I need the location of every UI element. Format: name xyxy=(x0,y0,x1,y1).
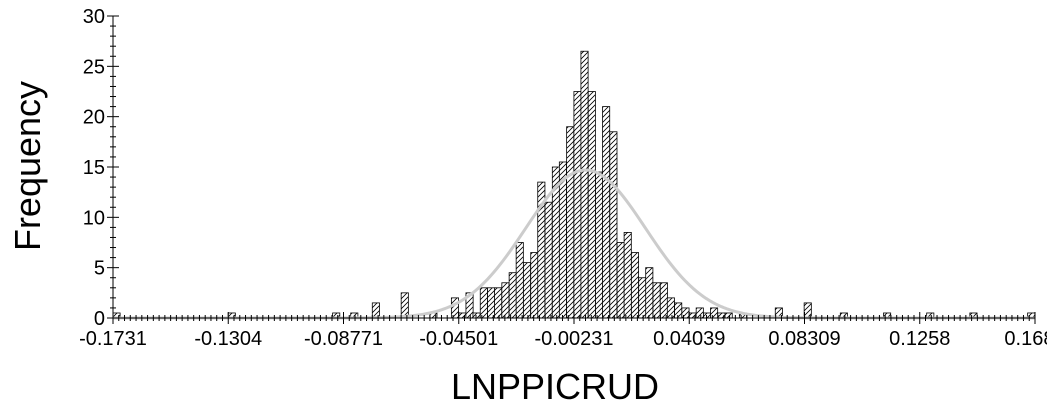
histogram-bar xyxy=(566,126,575,319)
histogram-bar xyxy=(479,287,488,319)
histogram-bar xyxy=(659,282,668,319)
histogram-bar xyxy=(501,282,510,319)
histogram-bar xyxy=(544,201,553,319)
histogram-bar xyxy=(580,50,589,319)
histogram-bar xyxy=(710,307,719,319)
histogram-bar xyxy=(508,272,517,319)
histogram-bar xyxy=(573,91,582,319)
y-tick-label: 5 xyxy=(94,258,105,280)
y-tick-label: 0 xyxy=(94,308,105,330)
histogram-bar xyxy=(645,267,654,319)
histogram-bar xyxy=(652,282,661,319)
x-tick-label: -0.1304 xyxy=(194,328,262,350)
x-tick-label: 0.08309 xyxy=(768,328,840,350)
histogram-bar xyxy=(494,287,503,319)
y-tick-label: 30 xyxy=(83,6,105,28)
x-tick-label: -0.08771 xyxy=(304,328,383,350)
histogram-bar xyxy=(703,312,712,319)
x-tick-label: -0.00231 xyxy=(534,328,613,350)
histogram-bar xyxy=(450,297,459,319)
x-tick-label: 0.04039 xyxy=(653,328,725,350)
histogram-bar xyxy=(400,292,409,319)
x-tick-label: 0.1258 xyxy=(889,328,950,350)
histogram-bar xyxy=(530,252,539,319)
histogram-bars xyxy=(112,50,1036,319)
histogram-bar xyxy=(487,287,496,319)
x-tick-label: -0.04501 xyxy=(419,328,498,350)
histogram-bar xyxy=(558,161,567,319)
histogram-bar xyxy=(587,91,596,319)
histogram-bar xyxy=(523,262,532,319)
y-axis-title: Frequency xyxy=(7,81,48,251)
x-axis-title: LNPPICRUD xyxy=(451,366,659,407)
y-tick-label: 15 xyxy=(83,157,105,179)
histogram-bar xyxy=(595,171,604,319)
histogram-bar xyxy=(616,242,625,319)
histogram-bar xyxy=(609,131,618,319)
axes: 0 5 10 15 20 25 30 -0.1731 -0.1304 -0.08771 -0.045… xyxy=(79,6,1047,350)
histogram-bar xyxy=(631,252,640,319)
histogram-bar xyxy=(681,307,690,319)
histogram-bar xyxy=(724,312,733,319)
histogram-bar xyxy=(695,307,704,319)
y-tick-label: 25 xyxy=(83,56,105,78)
histogram-bar xyxy=(666,297,675,319)
x-tick-label: 0.1685 xyxy=(1004,328,1047,350)
y-tick-label: 10 xyxy=(83,207,105,229)
x-tick-label: -0.1731 xyxy=(79,328,147,350)
y-tick-label: 20 xyxy=(83,107,105,129)
histogram-bar xyxy=(602,106,611,319)
histogram-bar xyxy=(472,312,481,319)
histogram-bar xyxy=(638,277,647,319)
histogram-bar xyxy=(515,242,524,319)
histogram-bar xyxy=(623,232,632,319)
